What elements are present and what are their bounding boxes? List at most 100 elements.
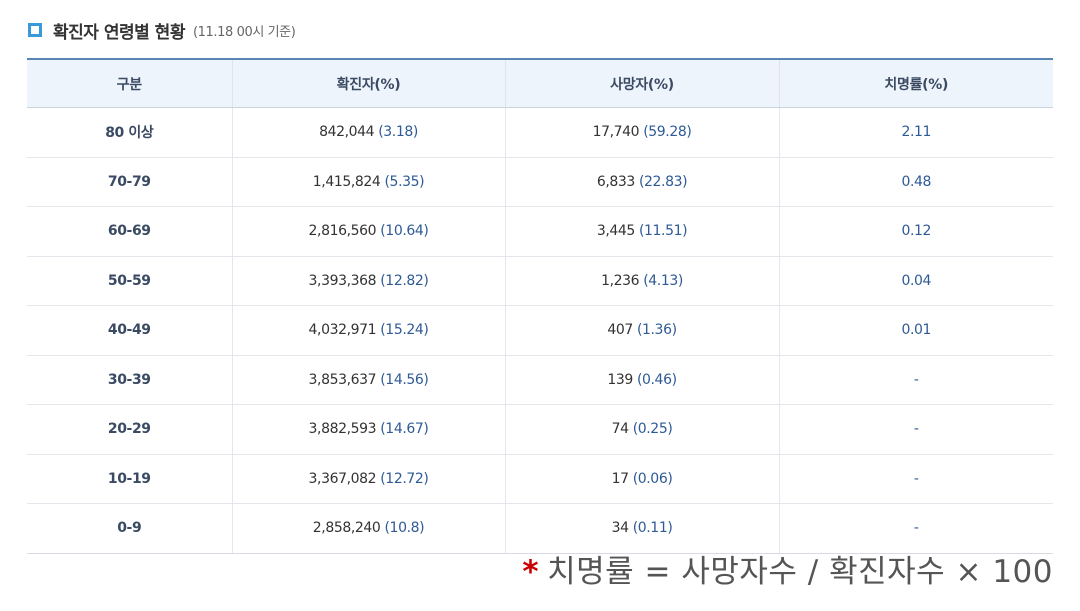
- cfr-value: -: [913, 470, 919, 487]
- table-row: 60-69 2,816,560 (10.64) 3,445 (11.51) 0.12: [27, 206, 1053, 257]
- deaths-percent: (11.51): [638, 223, 688, 240]
- section-header: 확진자 연령별 현황 (11.18 00시 기준): [28, 16, 296, 44]
- age-cell: 50-59: [27, 256, 232, 306]
- header-cases: 확진자(%): [231, 59, 505, 108]
- age-label: 50-59: [107, 272, 151, 289]
- deaths-cell: 3,445 (11.51): [504, 206, 779, 257]
- cases-cell: 3,853,637 (14.56): [231, 355, 505, 405]
- deaths-cell: 1,236 (4.13): [504, 256, 779, 306]
- cases-count: 3,393,368: [308, 272, 377, 289]
- cfr-cell: -: [778, 454, 1053, 504]
- table-body: 80 이상 842,044 (3.18) 17,740 (59.28) 2.11 70-…: [27, 107, 1053, 554]
- cases-cell: 3,367,082 (12.72): [231, 454, 505, 504]
- cases-cell: 3,393,368 (12.82): [231, 256, 505, 306]
- cases-count: 3,882,593: [308, 421, 377, 438]
- footnote: * 치명률 = 사망자수 / 확진자수 × 100: [522, 546, 1053, 591]
- cases-percent: (14.56): [380, 371, 429, 388]
- deaths-percent: (0.11): [632, 520, 673, 537]
- deaths-cell: 34 (0.11): [504, 503, 779, 554]
- deaths-cell: 17,740 (59.28): [504, 107, 779, 158]
- cfr-cell: -: [778, 404, 1053, 455]
- deaths-count: 1,236: [601, 272, 640, 289]
- deaths-percent: (0.06): [632, 470, 673, 487]
- cases-cell: 842,044 (3.18): [231, 107, 505, 158]
- cfr-value: -: [913, 520, 919, 537]
- deaths-count: 407: [607, 322, 633, 339]
- deaths-cell: 407 (1.36): [504, 305, 779, 356]
- deaths-percent: (0.46): [636, 371, 677, 388]
- age-label: 0-9: [117, 520, 142, 537]
- cases-count: 4,032,971: [308, 322, 377, 339]
- footnote-star: *: [522, 554, 540, 590]
- age-cell: 20-29: [27, 404, 232, 455]
- age-cell: 0-9: [27, 503, 232, 554]
- deaths-percent: (0.25): [632, 421, 673, 438]
- age-cell: 80 이상: [27, 107, 232, 158]
- cases-percent: (10.8): [384, 520, 425, 537]
- cases-percent: (3.18): [378, 124, 418, 141]
- table-row: 80 이상 842,044 (3.18) 17,740 (59.28) 2.11: [27, 107, 1053, 158]
- deaths-count: 6,833: [596, 173, 635, 190]
- age-cell: 70-79: [27, 157, 232, 207]
- deaths-percent: (22.83): [638, 173, 688, 190]
- cases-cell: 1,415,824 (5.35): [231, 157, 505, 207]
- cfr-cell: 0.48: [778, 157, 1053, 207]
- cases-percent: (5.35): [384, 173, 425, 190]
- cfr-value: 0.48: [901, 173, 932, 190]
- age-label: 80 이상: [105, 125, 154, 142]
- age-label: 60-69: [107, 223, 151, 240]
- age-label: 40-49: [107, 322, 151, 339]
- cases-count: 3,853,637: [308, 371, 377, 388]
- deaths-count: 34: [611, 520, 629, 537]
- cases-count: 2,816,560: [308, 223, 377, 240]
- deaths-cell: 139 (0.46): [504, 355, 779, 405]
- cfr-cell: 0.01: [778, 305, 1053, 356]
- age-label: 10-19: [107, 470, 151, 487]
- deaths-count: 139: [607, 371, 633, 388]
- table-row: 20-29 3,882,593 (14.67) 74 (0.25) -: [27, 404, 1053, 455]
- cfr-cell: -: [778, 355, 1053, 405]
- header-deaths: 사망자(%): [504, 59, 779, 108]
- cases-count: 842,044: [319, 124, 375, 141]
- cfr-value: -: [913, 371, 919, 388]
- cfr-value: 0.01: [901, 322, 932, 339]
- cfr-cell: 0.04: [778, 256, 1053, 306]
- age-cell: 10-19: [27, 454, 232, 504]
- cfr-value: 0.04: [901, 272, 932, 289]
- cfr-cell: 2.11: [778, 107, 1053, 158]
- deaths-count: 74: [611, 421, 629, 438]
- deaths-percent: (4.13): [643, 272, 683, 289]
- cfr-cell: 0.12: [778, 206, 1053, 257]
- cases-percent: (14.67): [380, 421, 429, 438]
- cases-count: 2,858,240: [312, 520, 381, 537]
- table-header-row: 구분 확진자(%) 사망자(%) 치명률(%): [27, 59, 1053, 108]
- table-row: 70-79 1,415,824 (5.35) 6,833 (22.83) 0.48: [27, 157, 1053, 207]
- table-row: 40-49 4,032,971 (15.24) 407 (1.36) 0.01: [27, 305, 1053, 356]
- section-title: 확진자 연령별 현황: [53, 22, 185, 43]
- deaths-percent: (1.36): [636, 322, 677, 339]
- square-bullet-icon: [28, 23, 42, 37]
- age-label: 20-29: [107, 421, 151, 438]
- cases-percent: (12.82): [380, 272, 429, 289]
- cfr-value: 2.11: [901, 124, 932, 141]
- table-row: 30-39 3,853,637 (14.56) 139 (0.46) -: [27, 355, 1053, 405]
- age-label: 30-39: [107, 371, 151, 388]
- deaths-cell: 17 (0.06): [504, 454, 779, 504]
- cases-cell: 2,816,560 (10.64): [231, 206, 505, 257]
- cases-count: 3,367,082: [308, 470, 377, 487]
- age-cell: 30-39: [27, 355, 232, 405]
- section-subtitle: (11.18 00시 기준): [192, 24, 296, 40]
- table-row: 0-9 2,858,240 (10.8) 34 (0.11) -: [27, 503, 1053, 554]
- header-category: 구분: [27, 59, 232, 108]
- age-stats-table: 구분 확진자(%) 사망자(%) 치명률(%) 80 이상 842,044 (3.…: [27, 58, 1053, 554]
- deaths-count: 17,740: [592, 124, 640, 141]
- deaths-cell: 6,833 (22.83): [504, 157, 779, 207]
- cases-count: 1,415,824: [312, 173, 381, 190]
- cfr-value: -: [913, 421, 919, 438]
- age-cell: 60-69: [27, 206, 232, 257]
- cases-percent: (12.72): [380, 470, 429, 487]
- age-cell: 40-49: [27, 305, 232, 356]
- cases-percent: (15.24): [380, 322, 429, 339]
- header-cfr: 치명률(%): [778, 59, 1053, 108]
